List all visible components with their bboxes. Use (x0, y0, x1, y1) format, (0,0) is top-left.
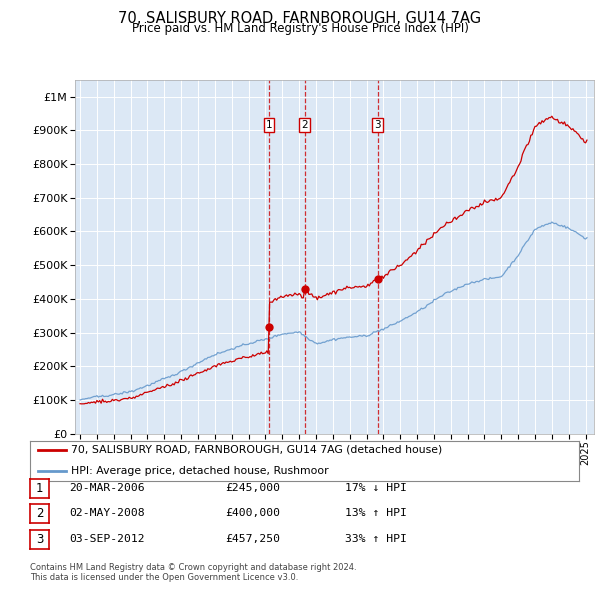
Text: Contains HM Land Registry data © Crown copyright and database right 2024.: Contains HM Land Registry data © Crown c… (30, 563, 356, 572)
Text: 1: 1 (36, 482, 43, 495)
Text: 2: 2 (301, 120, 308, 130)
Text: 2: 2 (36, 507, 43, 520)
Text: 1: 1 (266, 120, 272, 130)
Text: £245,000: £245,000 (225, 483, 280, 493)
Text: 70, SALISBURY ROAD, FARNBOROUGH, GU14 7AG: 70, SALISBURY ROAD, FARNBOROUGH, GU14 7A… (118, 11, 482, 25)
Text: 33% ↑ HPI: 33% ↑ HPI (345, 534, 407, 543)
Text: This data is licensed under the Open Government Licence v3.0.: This data is licensed under the Open Gov… (30, 573, 298, 582)
Text: 3: 3 (374, 120, 381, 130)
Text: 70, SALISBURY ROAD, FARNBOROUGH, GU14 7AG (detached house): 70, SALISBURY ROAD, FARNBOROUGH, GU14 7A… (71, 444, 442, 454)
Text: £457,250: £457,250 (225, 534, 280, 543)
Text: 13% ↑ HPI: 13% ↑ HPI (345, 509, 407, 518)
Text: £400,000: £400,000 (225, 509, 280, 518)
Text: 03-SEP-2012: 03-SEP-2012 (69, 534, 145, 543)
Text: 17% ↓ HPI: 17% ↓ HPI (345, 483, 407, 493)
Text: Price paid vs. HM Land Registry's House Price Index (HPI): Price paid vs. HM Land Registry's House … (131, 22, 469, 35)
Text: 02-MAY-2008: 02-MAY-2008 (69, 509, 145, 518)
Text: 3: 3 (36, 533, 43, 546)
Text: 20-MAR-2006: 20-MAR-2006 (69, 483, 145, 493)
Text: HPI: Average price, detached house, Rushmoor: HPI: Average price, detached house, Rush… (71, 466, 329, 476)
